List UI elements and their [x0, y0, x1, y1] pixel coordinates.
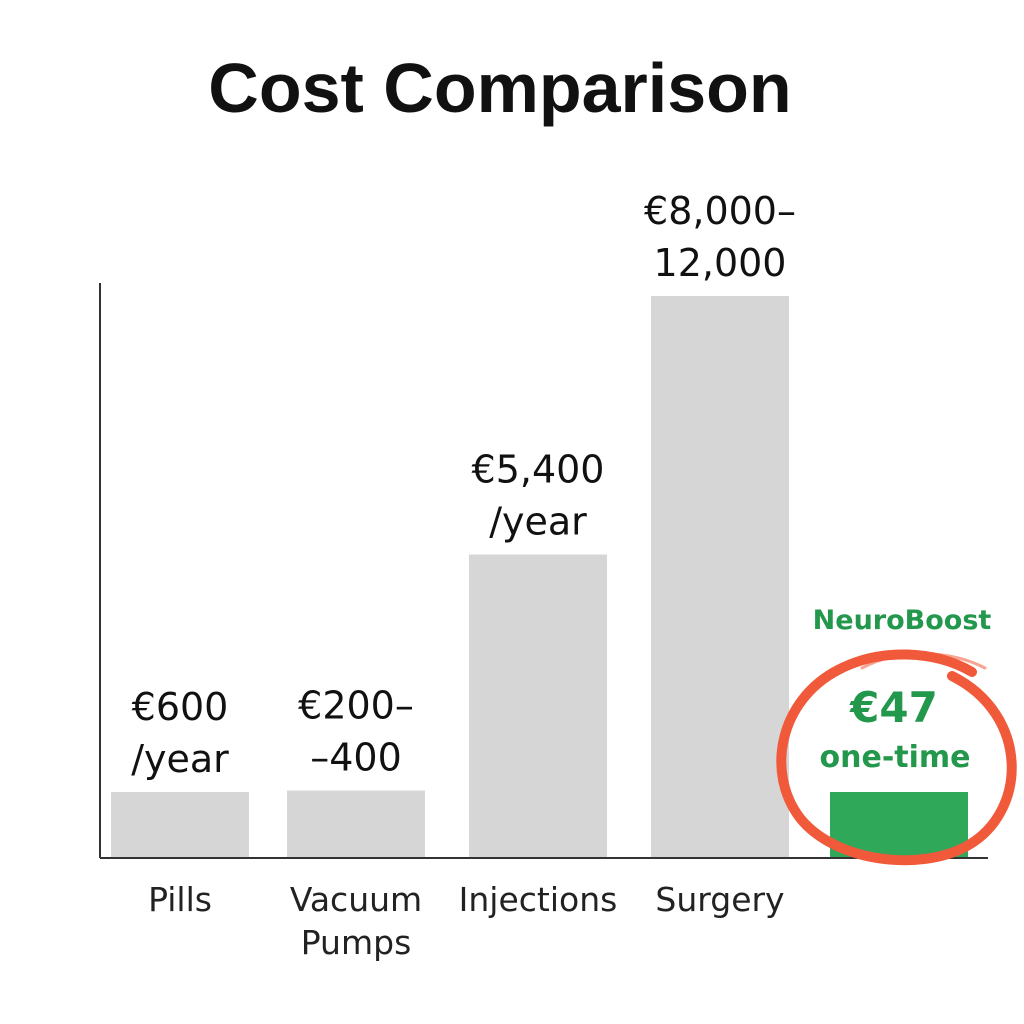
bar-value-label: €5,400 — [472, 448, 605, 492]
bar — [111, 792, 249, 858]
bar-value-label: 12,000 — [654, 241, 787, 285]
bar — [287, 790, 425, 858]
highlight-price: €47 — [849, 683, 938, 732]
highlight-product-name: NeuroBoost — [813, 605, 992, 636]
category-label: Pills — [148, 880, 212, 919]
category-label: Vacuum Pumps — [290, 880, 422, 962]
category-label: Injections — [459, 880, 618, 919]
highlight-note: one-time — [820, 740, 971, 775]
bar-value-label: €8,000– — [644, 189, 796, 233]
highlight-circle-stroke-tail — [860, 652, 987, 670]
bar-value-label: /year — [131, 737, 229, 781]
chart-title: Cost Comparison — [208, 49, 791, 127]
bar-value-label: –400 — [310, 736, 402, 780]
bar — [469, 554, 607, 858]
bar — [651, 296, 789, 858]
category-label: Surgery — [655, 880, 784, 919]
highlight-circle — [776, 649, 1017, 866]
bar-value-label: €600 — [132, 685, 229, 729]
bar-value-label: /year — [489, 500, 587, 544]
bar-value-label: €200– — [298, 684, 414, 728]
